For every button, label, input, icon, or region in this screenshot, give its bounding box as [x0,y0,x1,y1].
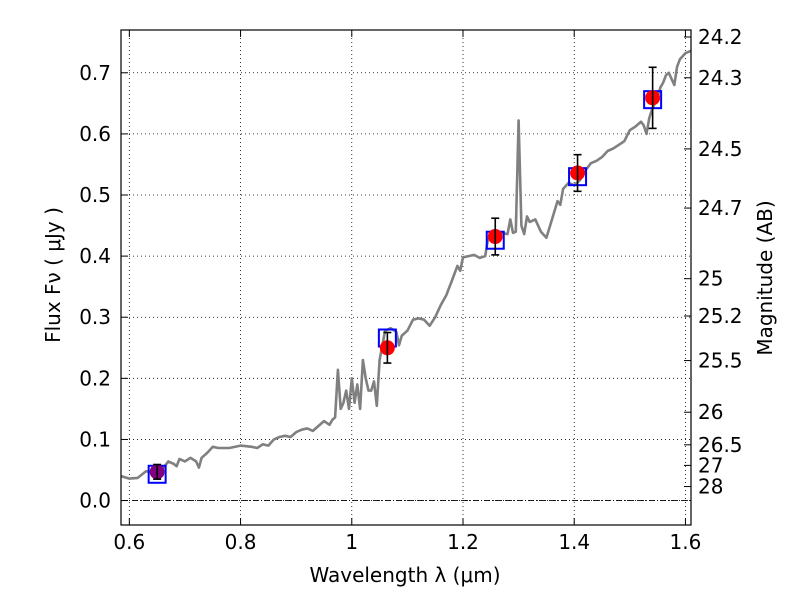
magnitude-tick-label: 25.5 [698,349,743,373]
grid-lines [121,30,691,525]
magnitude-tick-label: 26.5 [698,433,743,457]
y-axis-ticks: 0.0 0.1 0.2 0.3 0.4 0.5 0.6 0.7 [79,61,128,513]
magnitude-tick-label: 28 [698,475,723,499]
magnitude-tick-label: 25.2 [698,304,743,328]
magnitude-tick-label: 25 [698,267,723,291]
y-axis-title: Flux Fν ( μJy ) [41,207,65,343]
magnitude-tick-label: 27 [698,453,723,477]
x-tick-label: 1.4 [558,530,590,554]
y-tick-label: 0.2 [79,366,111,390]
model-spectrum-line [120,49,692,480]
x-tick-label: 1.2 [447,530,479,554]
x-tick-label: 0.8 [225,530,257,554]
y-tick-label: 0.7 [79,61,111,85]
y-tick-label: 0.3 [79,305,111,329]
x-tick-label: 1.6 [670,530,702,554]
magnitude-axis-title: Magnitude (AB) [753,200,777,355]
y-tick-label: 0.4 [79,244,111,268]
magnitude-tick-label: 24.3 [698,66,743,90]
magnitude-tick-label: 26 [698,400,723,424]
y-tick-label: 0.0 [79,489,111,513]
magnitude-tick-label: 24.7 [698,196,743,220]
y-tick-label: 0.5 [79,183,111,207]
magnitude-tick-label: 24.5 [698,137,743,161]
x-axis-ticks: 0.6 0.8 1 1.2 1.4 1.6 [113,30,701,554]
x-tick-label: 1 [345,530,358,554]
x-axis-title: Wavelength λ (μm) [309,563,500,587]
y-tick-label: 0.6 [79,122,111,146]
plot-frame [120,29,692,526]
magnitude-tick-label: 24.2 [698,25,743,49]
series-layer [120,49,692,484]
x-tick-label: 0.6 [113,530,145,554]
y-tick-label: 0.1 [79,427,111,451]
